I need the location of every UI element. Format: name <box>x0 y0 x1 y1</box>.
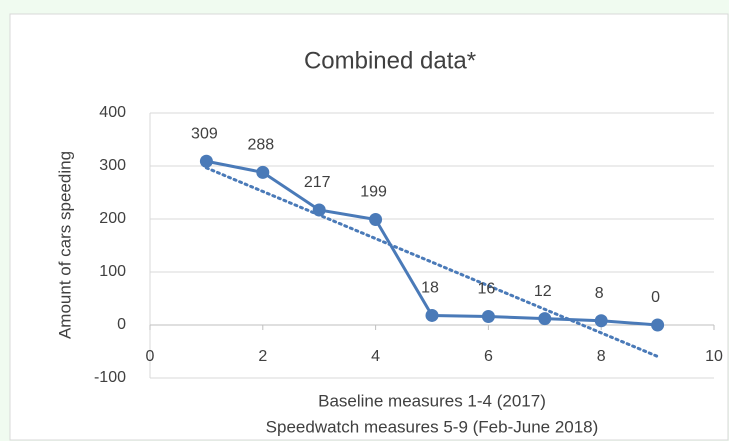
x-tick-label: 2 <box>258 348 267 365</box>
data-label: 16 <box>478 281 496 298</box>
data-label: 18 <box>421 280 439 297</box>
point <box>312 203 326 217</box>
y-tick-label: 0 <box>117 316 126 333</box>
x-tick-label: 4 <box>371 348 380 365</box>
point <box>481 310 495 324</box>
x-tick-label: 8 <box>597 348 606 365</box>
point <box>594 314 608 328</box>
data-label: 288 <box>247 137 274 154</box>
y-tick-label: 200 <box>99 210 126 227</box>
trendline <box>204 166 660 358</box>
chart-area <box>9 13 729 441</box>
data-label: 199 <box>360 184 387 201</box>
x-tick-label: 0 <box>146 348 155 365</box>
y-axis-title: Amount of cars speeding <box>55 151 74 339</box>
point <box>369 213 383 227</box>
y-tick-label: 100 <box>99 263 126 280</box>
x-tick-label: 6 <box>484 348 493 365</box>
x-axis-title: Speedwatch measures 5-9 (Feb-June 2018) <box>266 417 599 436</box>
data-label: 309 <box>191 125 218 142</box>
point <box>199 154 213 168</box>
data-label: 0 <box>651 289 660 306</box>
point <box>256 165 270 179</box>
y-tick-label: 400 <box>99 104 126 121</box>
chart-title: Combined data* <box>304 47 476 74</box>
point <box>425 308 439 322</box>
data-label: 12 <box>534 283 552 300</box>
data-label: 217 <box>304 174 331 191</box>
y-tick-label: 300 <box>99 157 126 174</box>
y-tick-label: -100 <box>94 369 126 386</box>
point <box>538 312 552 326</box>
x-tick-label: 10 <box>705 348 723 365</box>
point <box>651 318 665 332</box>
x-axis-title: Baseline measures 1-4 (2017) <box>318 391 546 410</box>
data-label: 8 <box>595 285 604 302</box>
